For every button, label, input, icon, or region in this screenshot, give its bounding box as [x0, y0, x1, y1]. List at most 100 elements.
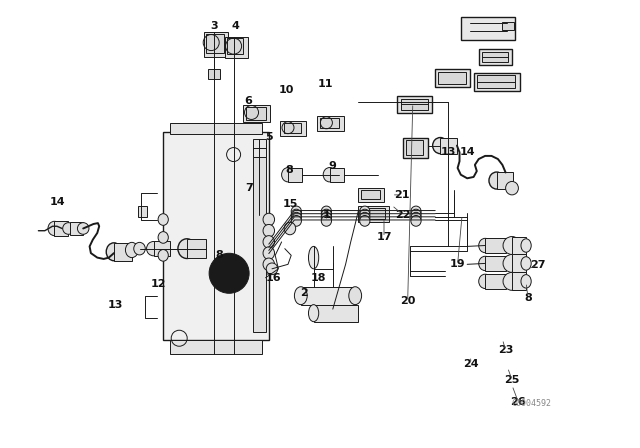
- Ellipse shape: [360, 215, 370, 226]
- Bar: [170, 340, 262, 354]
- Ellipse shape: [106, 243, 122, 261]
- Ellipse shape: [479, 238, 492, 253]
- Text: 24: 24: [463, 359, 479, 369]
- Ellipse shape: [158, 250, 168, 261]
- Ellipse shape: [411, 212, 421, 223]
- Ellipse shape: [349, 287, 362, 305]
- Ellipse shape: [433, 138, 448, 154]
- Bar: [397, 96, 432, 113]
- Bar: [253, 139, 266, 157]
- Bar: [253, 141, 266, 332]
- Text: 6: 6: [244, 96, 252, 106]
- Ellipse shape: [263, 224, 275, 237]
- Bar: [497, 172, 513, 189]
- Text: 15: 15: [282, 199, 298, 209]
- Text: 18: 18: [311, 273, 326, 283]
- Ellipse shape: [158, 232, 168, 243]
- Ellipse shape: [77, 223, 89, 234]
- Bar: [512, 254, 526, 272]
- Bar: [208, 69, 220, 79]
- Bar: [320, 118, 339, 128]
- Bar: [512, 272, 526, 290]
- Ellipse shape: [291, 206, 301, 217]
- Ellipse shape: [125, 242, 138, 258]
- Ellipse shape: [263, 236, 275, 248]
- Ellipse shape: [291, 212, 301, 223]
- Text: 21: 21: [394, 190, 410, 200]
- Ellipse shape: [266, 263, 278, 275]
- Bar: [301, 287, 355, 305]
- Bar: [435, 69, 470, 87]
- Text: 22: 22: [396, 210, 411, 220]
- Ellipse shape: [360, 209, 370, 220]
- Ellipse shape: [321, 212, 332, 223]
- Bar: [206, 34, 224, 53]
- Bar: [406, 140, 423, 155]
- Ellipse shape: [263, 213, 275, 226]
- Text: 11: 11: [317, 79, 333, 89]
- Bar: [243, 105, 270, 122]
- Bar: [225, 37, 248, 58]
- Bar: [401, 99, 428, 110]
- Bar: [358, 206, 389, 222]
- Ellipse shape: [294, 287, 307, 305]
- Ellipse shape: [411, 206, 421, 217]
- Text: 23: 23: [498, 345, 513, 355]
- Ellipse shape: [291, 215, 301, 226]
- Text: 14: 14: [50, 197, 65, 207]
- Bar: [317, 116, 344, 131]
- Text: 4: 4: [232, 21, 239, 31]
- Ellipse shape: [63, 223, 74, 234]
- Bar: [246, 107, 266, 120]
- Text: 12: 12: [151, 280, 166, 289]
- Text: 5: 5: [265, 132, 273, 142]
- Bar: [361, 208, 385, 219]
- Ellipse shape: [521, 239, 531, 252]
- Bar: [284, 123, 301, 133]
- Ellipse shape: [284, 222, 296, 235]
- Text: 13: 13: [440, 147, 456, 157]
- Bar: [70, 222, 83, 235]
- Ellipse shape: [489, 172, 504, 189]
- Text: 13: 13: [108, 300, 123, 310]
- Ellipse shape: [479, 256, 492, 271]
- Circle shape: [209, 253, 249, 293]
- Text: 1: 1: [323, 210, 330, 220]
- Ellipse shape: [321, 209, 332, 220]
- Text: 10: 10: [279, 85, 294, 95]
- Text: 7: 7: [246, 183, 253, 193]
- Ellipse shape: [503, 272, 521, 290]
- Ellipse shape: [282, 168, 294, 182]
- Bar: [482, 52, 508, 62]
- Ellipse shape: [263, 247, 275, 259]
- Bar: [288, 168, 302, 182]
- Ellipse shape: [147, 241, 161, 256]
- Circle shape: [224, 268, 234, 278]
- Ellipse shape: [521, 257, 531, 270]
- Ellipse shape: [48, 221, 61, 236]
- Text: C0004592: C0004592: [511, 399, 551, 408]
- Bar: [163, 132, 269, 340]
- Ellipse shape: [178, 239, 196, 258]
- Bar: [512, 237, 526, 254]
- Ellipse shape: [360, 212, 370, 223]
- Bar: [314, 305, 358, 322]
- Text: 17: 17: [376, 233, 392, 242]
- Bar: [502, 22, 514, 30]
- Ellipse shape: [521, 275, 531, 288]
- Ellipse shape: [321, 206, 332, 217]
- Text: 20: 20: [400, 296, 415, 306]
- Bar: [361, 190, 380, 199]
- Bar: [461, 17, 515, 40]
- Bar: [474, 73, 520, 91]
- Bar: [204, 32, 228, 57]
- Bar: [485, 256, 506, 271]
- Text: 14: 14: [460, 147, 475, 157]
- Ellipse shape: [323, 168, 336, 182]
- Ellipse shape: [503, 254, 521, 272]
- Ellipse shape: [506, 181, 518, 195]
- Ellipse shape: [291, 209, 301, 220]
- Text: 8: 8: [524, 293, 532, 303]
- Bar: [477, 75, 515, 88]
- Ellipse shape: [503, 237, 521, 254]
